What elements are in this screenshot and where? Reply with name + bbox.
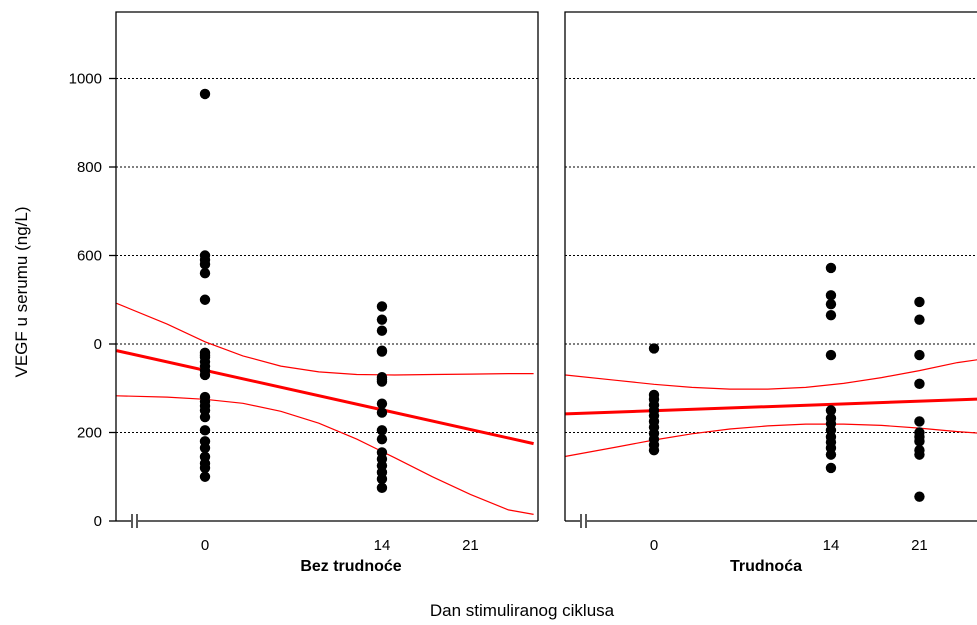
right-data-point-33 [914,436,925,447]
left-data-point-35 [376,425,388,436]
left-axis-break [116,514,538,528]
left-data-point-41 [376,473,388,485]
panel-trudnoca: 0 14 21 Trudnoća [564,11,977,575]
right-data-point-12 [825,262,837,274]
right-gridlines [565,78,977,433]
right-data-point-24 [825,449,837,460]
left-data-point-24 [199,471,211,482]
right-data-point-11 [648,445,660,456]
right-x-tick-0: 0 [650,537,658,554]
right-data-point-13 [825,290,837,301]
left-data-point-27 [376,325,388,336]
left-data-point-25 [376,301,388,312]
left-data-point-18 [199,425,211,436]
left-x-tick-0: 0 [201,537,209,554]
y-tick-label-4: 800 [77,159,102,176]
left-data-point-42 [376,482,388,494]
left-data-point-17 [199,411,211,423]
right-ci-upper-line [565,359,977,390]
right-x-tick-14: 14 [823,537,840,554]
right-data-point-36 [914,491,925,502]
left-data-point-32 [376,376,388,387]
y-tick-label-2: 0 [94,336,102,353]
left-data-point-20 [199,442,211,454]
right-data-point-26 [914,296,925,308]
left-data-point-29 [376,346,388,357]
left-data-points [199,88,388,494]
right-data-point-35 [914,449,925,460]
y-tick-label-1: 200 [77,425,102,442]
right-data-point-14 [825,298,837,310]
left-data-point-12 [199,369,211,381]
right-x-tick-21: 21 [911,537,928,554]
right-plot-frame [564,11,977,521]
left-data-point-26 [376,314,388,325]
left-panel-title: Bez trudnoće [300,558,401,575]
left-data-point-36 [376,433,388,445]
right-x-ticks: 0 14 21 [650,537,928,554]
right-data-point-16 [825,349,837,361]
left-data-point-3 [199,259,211,270]
right-data-point-17 [825,405,837,416]
left-data-point-23 [199,462,211,474]
y-axis-label: VEGF u serumu (ng/L) [12,206,31,377]
left-x-tick-14: 14 [374,537,391,554]
right-data-point-28 [914,349,925,361]
right-data-point-25 [825,462,837,474]
right-data-point-29 [914,378,925,390]
left-data-point-33 [376,398,388,409]
right-ci-lower-line [565,423,977,457]
right-data-point-30 [914,416,925,427]
y-tick-label-3: 600 [77,248,102,265]
left-ci-lower-line [116,395,534,515]
right-fit-line [565,397,977,416]
left-x-ticks: 0 14 21 [201,537,479,554]
right-data-points [648,262,925,502]
x-axis-label: Dan stimuliranog ciklusa [430,601,615,620]
left-gridlines [116,78,538,433]
left-fit-lines [116,302,534,515]
left-data-point-34 [376,407,388,418]
y-tick-label-5: 1000 [69,71,102,88]
right-panel-title: Trudnoća [730,558,802,575]
left-data-point-5 [199,294,211,305]
y-tick-label-0: 0 [94,513,102,530]
left-ci-upper-line [116,302,534,376]
right-data-point-15 [825,310,837,321]
left-data-point-0 [199,88,211,100]
left-fit-line [116,349,534,446]
right-fit-lines [565,359,977,457]
right-axis-break [565,514,977,528]
right-data-point-27 [914,314,925,325]
panel-bez-trudnoce: 0 14 21 Bez trudnoće [115,11,539,575]
right-data-point-0 [648,343,660,354]
y-axis-ticks: 0 200 0 600 800 1000 [69,71,116,530]
left-data-point-4 [199,268,211,279]
left-x-tick-21: 21 [462,537,479,554]
left-plot-frame [115,11,539,521]
